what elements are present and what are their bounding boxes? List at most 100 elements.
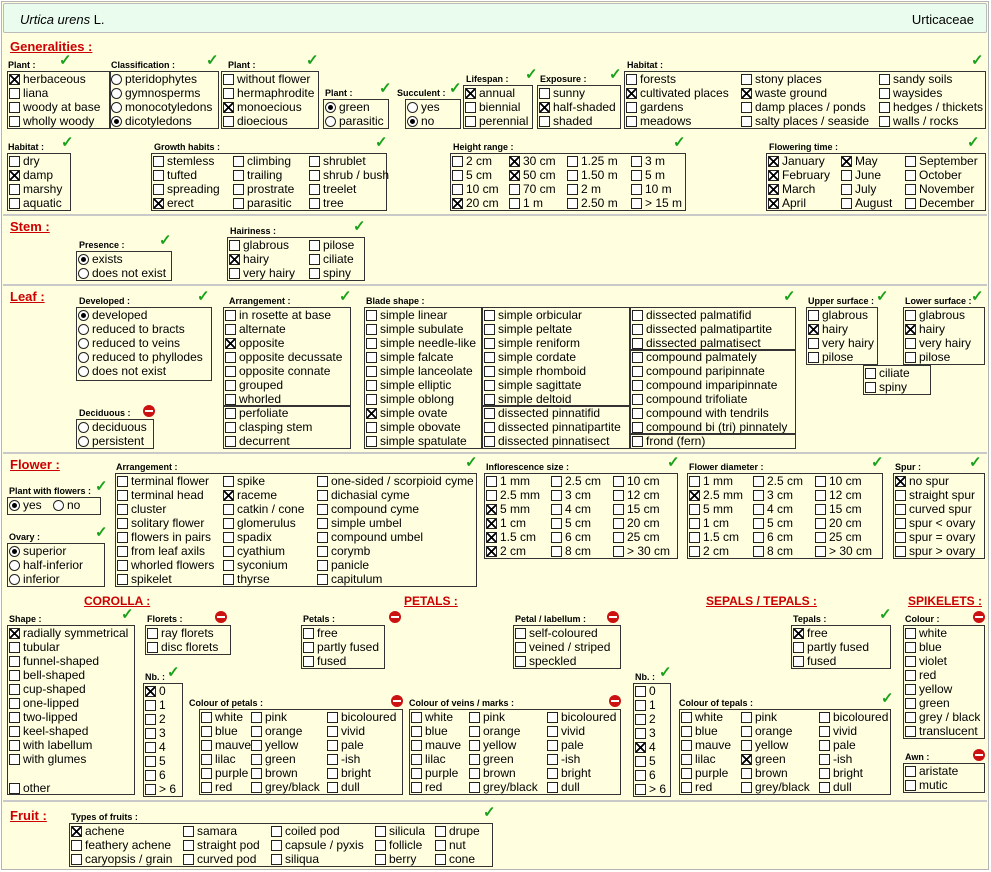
checkbox-option[interactable]: dissected pinnatisect (484, 434, 609, 448)
checkbox-option[interactable]: prostrate (233, 182, 294, 196)
checkbox-option[interactable]: aristate (905, 764, 958, 778)
checkbox-option[interactable]: 3 cm (551, 488, 591, 502)
checkbox-option[interactable]: frond (fern) (632, 434, 705, 448)
checkbox-option[interactable]: 10 m (631, 182, 672, 196)
checkbox-option[interactable]: 1 (145, 698, 166, 712)
checkbox-option[interactable]: waysides (879, 86, 942, 100)
checkbox-option[interactable]: marshy (9, 182, 62, 196)
checkbox-option[interactable]: green (251, 752, 296, 766)
checkbox-option[interactable]: syconium (223, 558, 288, 572)
checkbox-option[interactable]: 30 cm (509, 154, 556, 168)
checkbox-option[interactable]: 2 (635, 712, 656, 726)
checkbox-option[interactable]: 1 mm (486, 474, 530, 488)
checkbox-option[interactable]: red (905, 668, 936, 682)
checkbox-option[interactable]: > 6 (145, 782, 176, 796)
checkbox-option[interactable]: glomerulus (223, 516, 296, 530)
checkbox-option[interactable]: February (768, 168, 830, 182)
checkbox-option[interactable]: November (905, 182, 974, 196)
checkbox-option[interactable]: cyathium (223, 544, 285, 558)
checkbox-option[interactable]: aquatic (9, 196, 62, 210)
checkbox-option[interactable]: spiny (865, 380, 907, 394)
checkbox-option[interactable]: 3 m (631, 154, 665, 168)
radio-option[interactable]: persistent (78, 434, 144, 448)
checkbox-option[interactable]: grey/black (469, 780, 538, 794)
checkbox-option[interactable]: 2 cm (452, 154, 492, 168)
checkbox-option[interactable]: in rosette at base (225, 308, 331, 322)
checkbox-option[interactable]: 4 cm (551, 502, 591, 516)
checkbox-option[interactable]: simple lanceolate (366, 364, 473, 378)
checkbox-option[interactable]: spur > ovary (895, 544, 975, 558)
checkbox-option[interactable]: bicoloured (819, 710, 888, 724)
checkbox-option[interactable]: 3 cm (753, 488, 793, 502)
checkbox-option[interactable]: no spur (895, 474, 949, 488)
checkbox-option[interactable]: 5 cm (452, 168, 492, 182)
checkbox-option[interactable]: April (768, 196, 806, 210)
radio-option[interactable]: inferior (9, 572, 60, 586)
checkbox-option[interactable]: partly fused (303, 640, 379, 654)
checkbox-option[interactable]: > 6 (635, 782, 666, 796)
checkbox-option[interactable]: 0 (635, 684, 656, 698)
checkbox-option[interactable]: vivid (547, 724, 585, 738)
radio-option[interactable]: superior (9, 544, 66, 558)
checkbox-option[interactable]: silicula (375, 824, 425, 838)
checkbox-option[interactable]: one-lipped (9, 696, 79, 710)
checkbox-option[interactable]: ciliate (309, 252, 354, 266)
checkbox-option[interactable]: pale (547, 738, 584, 752)
checkbox-option[interactable]: caryopsis / grain (71, 852, 172, 866)
checkbox-option[interactable]: blue (201, 724, 238, 738)
checkbox-option[interactable]: compound with tendrils (632, 406, 769, 420)
checkbox-option[interactable]: parasitic (233, 196, 292, 210)
checkbox-option[interactable]: vivid (327, 724, 365, 738)
checkbox-option[interactable]: dioecious (223, 114, 288, 128)
checkbox-option[interactable]: one-sided / scorpioid cyme (317, 474, 474, 488)
checkbox-option[interactable]: spreading (153, 182, 220, 196)
checkbox-option[interactable]: 2.5 cm (551, 474, 601, 488)
radio-option[interactable]: green (325, 100, 370, 114)
checkbox-option[interactable]: 6 (635, 768, 656, 782)
checkbox-option[interactable]: treelet (309, 182, 356, 196)
checkbox-option[interactable]: compound palmately (632, 350, 757, 364)
checkbox-option[interactable]: simple obovate (366, 420, 461, 434)
checkbox-option[interactable]: perennial (465, 114, 528, 128)
checkbox-option[interactable]: bicoloured (327, 710, 396, 724)
checkbox-option[interactable]: mutic (905, 778, 948, 792)
checkbox-option[interactable]: ciliate (865, 366, 910, 380)
checkbox-option[interactable]: catkin / cone (223, 502, 304, 516)
checkbox-option[interactable]: curved pod (183, 852, 256, 866)
checkbox-option[interactable]: bell-shaped (9, 668, 85, 682)
checkbox-option[interactable]: hedges / thickets (879, 100, 983, 114)
radio-option[interactable]: pteridophytes (111, 72, 197, 86)
checkbox-option[interactable]: salty places / seaside (741, 114, 869, 128)
checkbox-option[interactable]: with labellum (9, 738, 92, 752)
checkbox-option[interactable]: simple rhomboid (484, 364, 586, 378)
checkbox-option[interactable]: thyrse (223, 572, 270, 586)
checkbox-option[interactable]: spur < ovary (895, 516, 975, 530)
checkbox-option[interactable]: -ish (327, 752, 360, 766)
checkbox-option[interactable]: decurrent (225, 434, 290, 448)
checkbox-option[interactable]: pilose (309, 238, 354, 252)
checkbox-option[interactable]: 4 cm (753, 502, 793, 516)
checkbox-option[interactable]: liana (9, 86, 48, 100)
checkbox-option[interactable]: 3 (635, 726, 656, 740)
checkbox-option[interactable]: bicoloured (547, 710, 616, 724)
checkbox-option[interactable]: 15 cm (613, 502, 660, 516)
checkbox-option[interactable]: tufted (153, 168, 197, 182)
checkbox-option[interactable]: 5 (145, 754, 166, 768)
checkbox-option[interactable]: simple sagittate (484, 378, 581, 392)
checkbox-option[interactable]: white (681, 710, 723, 724)
checkbox-option[interactable]: 1 cm (689, 516, 729, 530)
checkbox-option[interactable]: speckled (515, 654, 576, 668)
checkbox-option[interactable]: grey/black (251, 780, 320, 794)
checkbox-option[interactable]: 3 (145, 726, 166, 740)
checkbox-option[interactable]: 1.25 m (567, 154, 618, 168)
checkbox-option[interactable]: lilac (681, 752, 716, 766)
checkbox-option[interactable]: vivid (819, 724, 857, 738)
checkbox-option[interactable]: 10 cm (613, 474, 660, 488)
checkbox-option[interactable]: dissected palmatifid (632, 308, 751, 322)
checkbox-option[interactable]: whorled flowers (117, 558, 214, 572)
checkbox-option[interactable]: compound cyme (317, 502, 419, 516)
checkbox-option[interactable]: partly fused (793, 640, 869, 654)
checkbox-option[interactable]: solitary flower (117, 516, 204, 530)
checkbox-option[interactable]: dissected pinnatifid (484, 406, 600, 420)
checkbox-option[interactable]: June (841, 168, 881, 182)
